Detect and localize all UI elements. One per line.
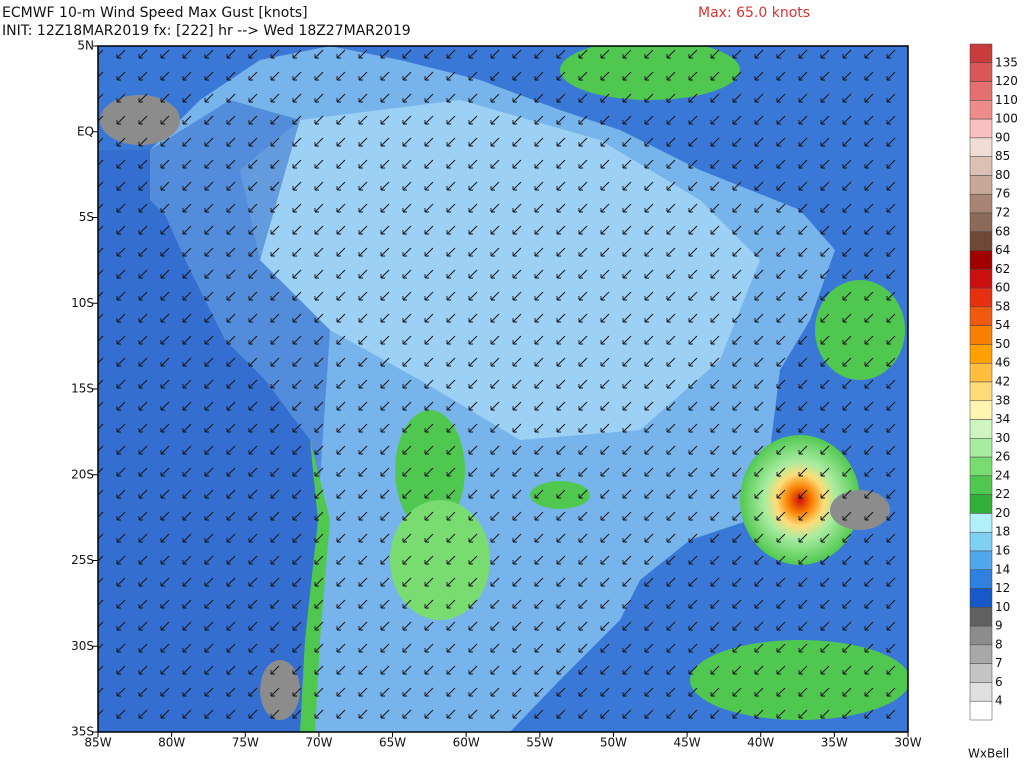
colorbar-swatch [969, 700, 993, 721]
colorbar-label: 100 [995, 112, 1018, 126]
lon-label: 85W [84, 736, 111, 750]
colorbar-label: 76 [995, 187, 1010, 201]
colorbar-label: 42 [995, 375, 1010, 389]
lon-label: 60W [453, 736, 480, 750]
colorbar-swatch [969, 550, 993, 571]
colorbar-swatch [969, 43, 993, 64]
title: ECMWF 10-m Wind Speed Max Gust [knots] [2, 5, 308, 21]
lat-label: 25S [71, 553, 94, 567]
map-field [98, 46, 908, 732]
colorbar-label: 9 [995, 619, 1003, 633]
colorbar-label: 18 [995, 525, 1010, 539]
colorbar-swatch [969, 325, 993, 345]
colorbar-swatch [969, 663, 993, 683]
colorbar-swatch [969, 269, 993, 289]
colorbar-label: 14 [995, 562, 1010, 576]
lat-label: 5N [77, 39, 94, 53]
lat-label: 20S [71, 467, 94, 481]
max-label: Max: 65.0 knots [698, 5, 810, 21]
colorbar-label: 8 [995, 637, 1003, 651]
lon-label: 70W [305, 736, 332, 750]
colorbar-label: 34 [995, 412, 1010, 426]
colorbar-label: 54 [995, 318, 1010, 332]
colorbar-swatch [969, 212, 993, 233]
colorbar-swatch [969, 644, 993, 664]
colorbar-swatch [969, 62, 993, 82]
colorbar-label: 110 [995, 93, 1018, 107]
colorbar-swatch [969, 344, 993, 364]
colorbar-label: 62 [995, 262, 1010, 276]
colorbar-label: 60 [995, 281, 1010, 295]
colorbar-swatch [969, 137, 993, 157]
colorbar-swatch [969, 513, 993, 533]
logo: WxBell [968, 747, 1009, 761]
colorbar-swatch [969, 438, 993, 458]
colorbar-swatch [969, 231, 993, 251]
colorbar-label: 26 [995, 450, 1010, 464]
colorbar-swatch [969, 287, 993, 308]
lon-label: 65W [379, 736, 406, 750]
colorbar-label: 6 [995, 675, 1003, 689]
colorbar-label: 46 [995, 356, 1010, 370]
subtitle: INIT: 12Z18MAR2019 fx: [222] hr --> Wed … [2, 23, 411, 39]
colorbar-swatch [969, 250, 993, 270]
colorbar-swatch [969, 531, 993, 552]
colorbar-swatch [969, 456, 993, 477]
colorbar-swatch [969, 381, 993, 402]
colorbar-label: 58 [995, 299, 1010, 313]
colorbar-label: 50 [995, 337, 1010, 351]
lat-label: 5S [79, 210, 94, 224]
lon-label: 40W [747, 736, 774, 750]
lat-label: 15S [71, 382, 94, 396]
lon-label: 30W [894, 736, 921, 750]
colorbar-swatch [969, 569, 993, 589]
colorbar-label: 24 [995, 468, 1010, 482]
colorbar-label: 120 [995, 74, 1018, 88]
colorbar-label: 135 [995, 55, 1018, 69]
colorbar-swatch [969, 419, 993, 439]
lon-label: 75W [232, 736, 259, 750]
colorbar-label: 90 [995, 130, 1010, 144]
lat-label: 10S [71, 296, 94, 310]
colorbar-label: 72 [995, 206, 1010, 220]
colorbar-label: 12 [995, 581, 1010, 595]
colorbar-swatch [969, 400, 993, 420]
lon-label: 80W [158, 736, 185, 750]
lon-label: 55W [526, 736, 553, 750]
colorbar-swatch [969, 475, 993, 495]
colorbar-swatch [969, 193, 993, 214]
colorbar-label: 68 [995, 224, 1010, 238]
colorbar-label: 38 [995, 393, 1010, 407]
lon-label: 50W [600, 736, 627, 750]
colorbar-label: 30 [995, 431, 1010, 445]
colorbar-swatch [969, 607, 993, 627]
colorbar-swatch [969, 682, 993, 702]
colorbar-swatch [969, 494, 993, 514]
colorbar-swatch [969, 362, 993, 383]
colorbar-label: 10 [995, 600, 1010, 614]
colorbar-swatch [969, 588, 993, 608]
colorbar-label: 64 [995, 243, 1010, 257]
colorbar-label: 7 [995, 656, 1003, 670]
colorbar-label: 16 [995, 544, 1010, 558]
colorbar-label: 80 [995, 168, 1010, 182]
lon-label: 35W [821, 736, 848, 750]
colorbar-swatch [969, 100, 993, 120]
colorbar-swatch [969, 81, 993, 101]
colorbar-swatch [969, 175, 993, 195]
lon-label: 45W [674, 736, 701, 750]
colorbar-label: 20 [995, 506, 1010, 520]
colorbar-swatch [969, 118, 993, 139]
lat-label: 30S [71, 639, 94, 653]
colorbar-label: 4 [995, 694, 1003, 708]
colorbar-label: 85 [995, 149, 1010, 163]
colorbar-swatch [969, 156, 993, 176]
lat-label: 35S [71, 725, 94, 739]
colorbar-swatch [969, 625, 993, 646]
colorbar-label: 22 [995, 487, 1010, 501]
lat-label: EQ [77, 124, 94, 138]
colorbar-swatch [969, 306, 993, 326]
